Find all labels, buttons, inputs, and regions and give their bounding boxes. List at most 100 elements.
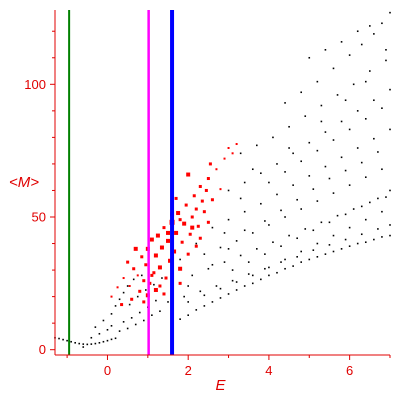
data-point [235,240,238,242]
data-point [356,30,359,33]
data-point [360,233,363,236]
data-point [130,317,133,319]
highlight-point [157,265,162,270]
y-axis-label: <M> [9,174,39,191]
highlight-point [142,279,146,283]
data-point [256,248,258,250]
data-point [268,266,270,269]
highlight-point [194,244,198,248]
data-point [280,209,282,212]
data-point [364,118,367,120]
data-point [300,160,303,163]
highlight-point [190,215,194,219]
data-point [58,337,60,340]
data-point [328,221,331,224]
data-point [340,156,343,159]
data-point [332,192,335,194]
data-point [183,295,185,298]
data-point [292,152,294,155]
data-point [364,176,367,178]
data-point [348,54,351,56]
data-point [292,265,294,267]
highlight-point [153,253,158,258]
data-point [179,318,181,320]
data-point [227,248,230,250]
data-point [360,205,363,208]
data-point [231,279,234,282]
data-point [336,94,339,96]
data-point [256,144,258,147]
data-point [348,226,351,229]
highlight-point [190,225,195,230]
data-point [272,241,274,244]
data-point [280,245,282,247]
data-point [300,208,303,210]
highlight-point [198,236,202,240]
data-point [151,314,153,316]
data-point [82,346,85,348]
highlight-point [194,207,198,211]
data-point [312,188,315,190]
data-point [381,107,383,109]
data-point [288,234,290,237]
data-point [324,131,327,133]
highlight-point [126,260,130,264]
data-point [389,189,391,192]
highlight-point [159,245,164,250]
data-point [155,299,157,302]
data-point [66,339,68,342]
data-point [268,274,270,277]
highlight-point [196,224,200,228]
highlight-point [150,273,154,277]
data-point [191,274,194,277]
y-tick-label: 50 [32,210,46,225]
data-point [364,80,367,83]
data-point [344,169,347,172]
data-point [312,229,315,232]
highlight-point [152,271,156,275]
data-point [260,278,262,281]
highlight-point [133,246,138,251]
data-point [348,128,351,131]
data-point [316,149,319,152]
data-point [136,295,139,298]
x-axis-label: E [215,377,226,394]
data-point [264,220,266,222]
highlight-point [110,295,113,298]
data-point [211,301,214,303]
data-point [332,67,335,70]
highlight-point [144,263,148,267]
highlight-point [188,232,192,236]
highlight-point [166,238,171,243]
highlight-point [180,240,184,244]
data-point [260,202,262,205]
data-point [195,242,198,245]
data-point [98,341,101,344]
data-point [332,139,335,141]
highlight-point [186,252,190,256]
data-point [78,342,81,345]
data-point [227,189,230,192]
data-point [215,285,218,287]
data-point [110,313,113,315]
data-point [106,328,109,331]
data-point [377,151,379,153]
highlight-point [176,211,181,216]
highlight-point [116,286,119,289]
data-point [126,285,129,287]
highlight-point [153,287,158,292]
y-tick-label: 100 [24,77,46,92]
data-point [296,198,298,201]
highlight-point [174,230,179,235]
data-point [369,25,371,27]
highlight-point [192,194,196,198]
data-point [203,253,206,255]
data-point [94,326,97,328]
highlight-point [178,266,183,271]
data-point [161,277,163,279]
highlight-point [155,233,160,238]
y-tick-label: 0 [39,342,46,357]
points-layer [54,11,391,348]
x-tick-label: 2 [185,363,192,378]
data-point [268,224,270,226]
